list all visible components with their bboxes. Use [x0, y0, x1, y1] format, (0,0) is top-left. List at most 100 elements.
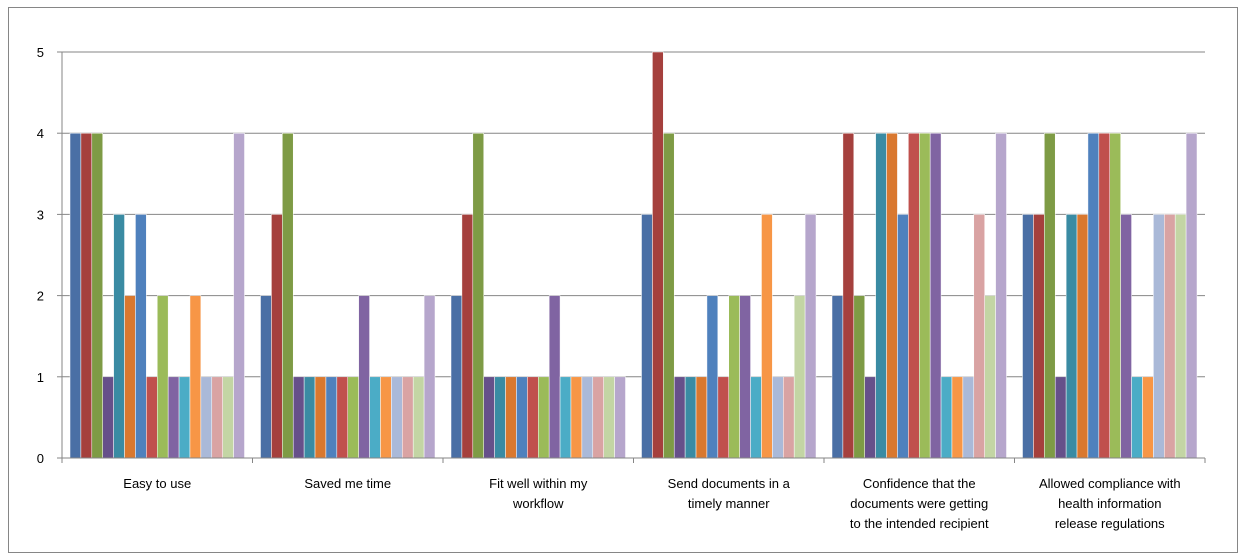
bar	[793, 295, 806, 459]
y-tick-label: 1	[37, 370, 44, 385]
bar	[592, 376, 604, 459]
bar	[1087, 132, 1100, 459]
y-tick-label: 2	[37, 289, 44, 304]
bar	[1142, 376, 1154, 459]
bar	[516, 376, 528, 459]
bar	[347, 376, 359, 459]
bar	[581, 376, 594, 459]
bar	[1076, 214, 1089, 459]
category-label: Send documents in a timely manner	[668, 476, 791, 511]
bar	[391, 376, 403, 459]
bar	[1131, 376, 1143, 459]
bar	[919, 132, 931, 459]
bar	[113, 214, 125, 459]
bar	[211, 376, 223, 459]
bar	[91, 132, 103, 459]
bar	[538, 376, 550, 459]
bar	[717, 376, 729, 459]
y-tick-label: 5	[37, 45, 44, 60]
bar	[559, 376, 572, 459]
y-tick-labels: 0 1 2 3 4 5	[37, 45, 44, 466]
bar	[1109, 132, 1121, 459]
bar	[450, 295, 463, 459]
bar	[886, 132, 898, 459]
bar	[951, 376, 964, 459]
bar	[1044, 132, 1056, 459]
bar	[303, 376, 316, 459]
gridlines	[62, 51, 1205, 378]
bars	[69, 51, 1198, 459]
y-tick-label: 4	[37, 126, 44, 141]
bar	[673, 376, 686, 459]
bar	[80, 132, 93, 459]
bar	[527, 376, 539, 459]
bar	[663, 132, 675, 459]
bar	[761, 214, 773, 459]
bar	[271, 214, 283, 459]
bar	[1022, 214, 1034, 459]
bar	[412, 376, 425, 459]
bar	[897, 214, 909, 459]
bar	[167, 376, 180, 459]
bar	[853, 295, 865, 459]
y-tick-label: 0	[37, 451, 44, 466]
bar	[695, 376, 708, 459]
bar	[461, 214, 474, 459]
bar	[336, 376, 348, 459]
bar	[472, 132, 484, 459]
bar	[325, 376, 338, 459]
y-tick-label: 3	[37, 207, 44, 222]
bar	[995, 132, 1007, 459]
bar	[842, 132, 855, 459]
bar	[875, 132, 887, 459]
bar	[804, 214, 817, 459]
bar	[282, 132, 294, 459]
category-label: Easy to use	[123, 476, 191, 491]
bar	[178, 376, 191, 459]
bar	[908, 132, 920, 459]
bar	[1174, 214, 1187, 459]
bar	[652, 51, 664, 459]
bar	[570, 376, 583, 459]
bar	[739, 295, 751, 459]
category-label: Fit well within my workflow	[489, 476, 588, 511]
bar	[69, 132, 82, 459]
bar	[1185, 132, 1198, 459]
x-category-labels: Easy to use Saved me time Fit well within …	[123, 476, 1180, 531]
bar	[260, 295, 272, 459]
bar	[750, 376, 762, 459]
bar	[684, 376, 697, 459]
bar	[1153, 214, 1165, 459]
bar	[189, 295, 202, 459]
bar	[973, 214, 985, 459]
bar	[706, 295, 719, 459]
bar	[314, 376, 327, 459]
bar	[548, 295, 561, 459]
bar	[369, 376, 381, 459]
bar	[292, 376, 305, 459]
bar	[614, 376, 626, 459]
bar	[483, 376, 495, 459]
bar	[222, 376, 234, 459]
bar	[962, 376, 975, 459]
bar	[200, 376, 213, 459]
category-label: Allowed compliance with health informatio…	[1039, 476, 1181, 531]
bar	[984, 295, 996, 459]
bar	[102, 376, 114, 459]
bar	[772, 376, 784, 459]
category-label: Confidence that the documents were gettin…	[850, 476, 989, 531]
bar	[380, 376, 392, 459]
bar	[146, 376, 158, 459]
bar	[124, 295, 136, 459]
bar	[358, 295, 370, 459]
bar	[1054, 376, 1067, 459]
bar	[505, 376, 517, 459]
bar	[1120, 214, 1132, 459]
bar	[1065, 214, 1078, 459]
axes	[57, 51, 1206, 463]
bar	[233, 132, 245, 459]
bar	[1164, 214, 1176, 459]
bar	[728, 295, 740, 459]
bar	[940, 376, 953, 459]
